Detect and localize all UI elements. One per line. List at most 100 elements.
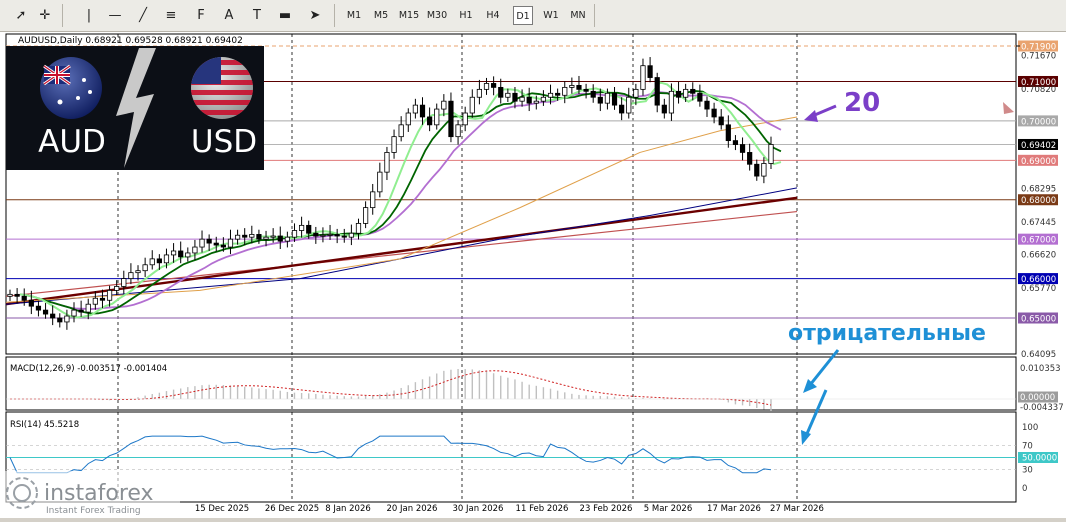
aud-usd-logo: AUD USD	[6, 46, 264, 170]
candle-body	[633, 88, 639, 98]
annotations: 20 отрицательные	[788, 88, 1014, 445]
price-tag	[1018, 273, 1058, 285]
annotation-20: 20	[844, 88, 880, 118]
instaforex-watermark: instaforex Instant Forex Trading	[0, 471, 180, 517]
candle-body	[533, 100, 539, 104]
candle-body	[761, 163, 767, 177]
price-tag	[1018, 154, 1058, 166]
date-axis-label: 26 Dec 2025	[265, 504, 319, 514]
price-tag	[1018, 40, 1058, 52]
candle-body	[483, 83, 490, 90]
equidistant-channel-icon[interactable]: ≡	[165, 8, 177, 23]
candle-body	[711, 108, 717, 118]
date-axis-label: 15 Dec 2025	[195, 504, 249, 514]
timeframe-d1-button[interactable]: D1	[513, 6, 533, 25]
arrows-icon[interactable]: ➤	[309, 8, 321, 23]
price-axis-label: 0.65000	[1021, 315, 1056, 325]
candle-body	[170, 250, 177, 256]
price-tag	[1018, 233, 1058, 245]
price-axis-label: 0.69402	[1021, 141, 1056, 151]
candle-body	[747, 152, 753, 165]
price-axis-label: 0.67000	[1021, 236, 1056, 246]
timeframe-m5-button[interactable]: M5	[373, 10, 389, 21]
candle-body	[192, 246, 198, 254]
price-axis-label: 0.70000	[1021, 117, 1056, 127]
rsi-axis-label: 50.0000	[1022, 454, 1057, 464]
fibonacci-icon[interactable]: F	[197, 8, 205, 23]
ma-50-navy-line	[5, 187, 798, 305]
rsi-axis-label: 0	[1022, 484, 1027, 494]
candle-body	[619, 104, 625, 114]
timeframe-mn-button[interactable]: MN	[570, 10, 586, 21]
brand-name: instaforex	[44, 481, 154, 506]
rsi-line	[9, 435, 772, 474]
timeframe-h1-button[interactable]: H1	[459, 10, 473, 21]
candle-body	[462, 112, 468, 126]
rectangle-icon[interactable]: ▬	[278, 8, 292, 23]
candle-body	[604, 92, 611, 104]
vertical-line-icon[interactable]: |	[86, 8, 92, 23]
timeframe-h4-button[interactable]: H4	[486, 10, 500, 21]
text-icon[interactable]: A	[224, 8, 234, 23]
candle-body	[412, 104, 418, 114]
price-axis-label: 0.65770	[1021, 284, 1056, 294]
timeframe-m1-button[interactable]: M1	[346, 10, 362, 21]
macd-axis-label: 0.00000	[1020, 393, 1055, 403]
text-label-icon[interactable]: T	[253, 8, 261, 23]
candle-body	[405, 112, 411, 126]
macd-signal-line	[10, 370, 772, 406]
candle-body	[519, 96, 525, 102]
timeframe-m15-button[interactable]: M15	[398, 10, 420, 21]
candle-body	[569, 85, 575, 88]
ma-200-line	[5, 210, 798, 297]
candle-body	[220, 244, 226, 248]
candle-body	[427, 116, 433, 126]
candle-body	[455, 124, 461, 138]
candle-body	[526, 96, 532, 104]
macd-header: MACD(12,26,9) -0.003517 -0.001404	[10, 364, 167, 374]
candle-body	[121, 278, 127, 287]
ma-100-line	[5, 196, 798, 306]
candle-body	[156, 258, 162, 264]
candle-body	[28, 299, 34, 307]
crosshair-icon[interactable]: ✛	[39, 8, 51, 23]
logo-usd-text: USD	[191, 124, 257, 160]
macd-zero-tag	[1018, 391, 1058, 403]
lightning-icon	[116, 48, 156, 168]
date-axis-label: 5 Mar 2026	[644, 504, 692, 514]
candlesticks	[7, 57, 774, 330]
candle-body	[92, 297, 98, 305]
candle-body	[234, 234, 241, 240]
date-axis-label: 8 Jan 2026	[325, 504, 371, 514]
timeframe-w1-button[interactable]: W1	[543, 10, 559, 21]
candle-body	[697, 92, 703, 102]
date-axis-label: 11 Feb 2026	[516, 504, 569, 514]
candle-body	[718, 116, 724, 126]
candle-body	[597, 96, 603, 104]
candle-body	[242, 234, 248, 238]
candle-body	[732, 140, 739, 145]
candle-body	[675, 90, 682, 98]
candle-body	[334, 234, 340, 237]
candle-body	[355, 222, 362, 234]
candle-body	[768, 144, 774, 164]
trendline-icon[interactable]: ╱	[139, 8, 147, 23]
candle-body	[206, 238, 212, 244]
ma-4-line	[19, 81, 782, 319]
candle-body	[391, 136, 397, 153]
candle-body	[562, 86, 568, 96]
candle-body	[512, 92, 518, 102]
annotation-arrow-blue-1	[808, 349, 840, 386]
candle-body	[441, 100, 447, 110]
candle-body	[178, 250, 184, 258]
candle-body	[398, 124, 404, 138]
candle-body	[199, 238, 205, 248]
candle-body	[142, 264, 148, 272]
date-axis-label: 23 Feb 2026	[580, 504, 633, 514]
timeframe-m30-button[interactable]: M30	[426, 10, 448, 21]
candle-body	[64, 315, 70, 323]
cursor-icon[interactable]: ➚	[15, 8, 27, 23]
horizontal-line-icon[interactable]: —	[108, 8, 122, 23]
candle-body	[547, 92, 554, 98]
candle-body	[683, 88, 689, 98]
